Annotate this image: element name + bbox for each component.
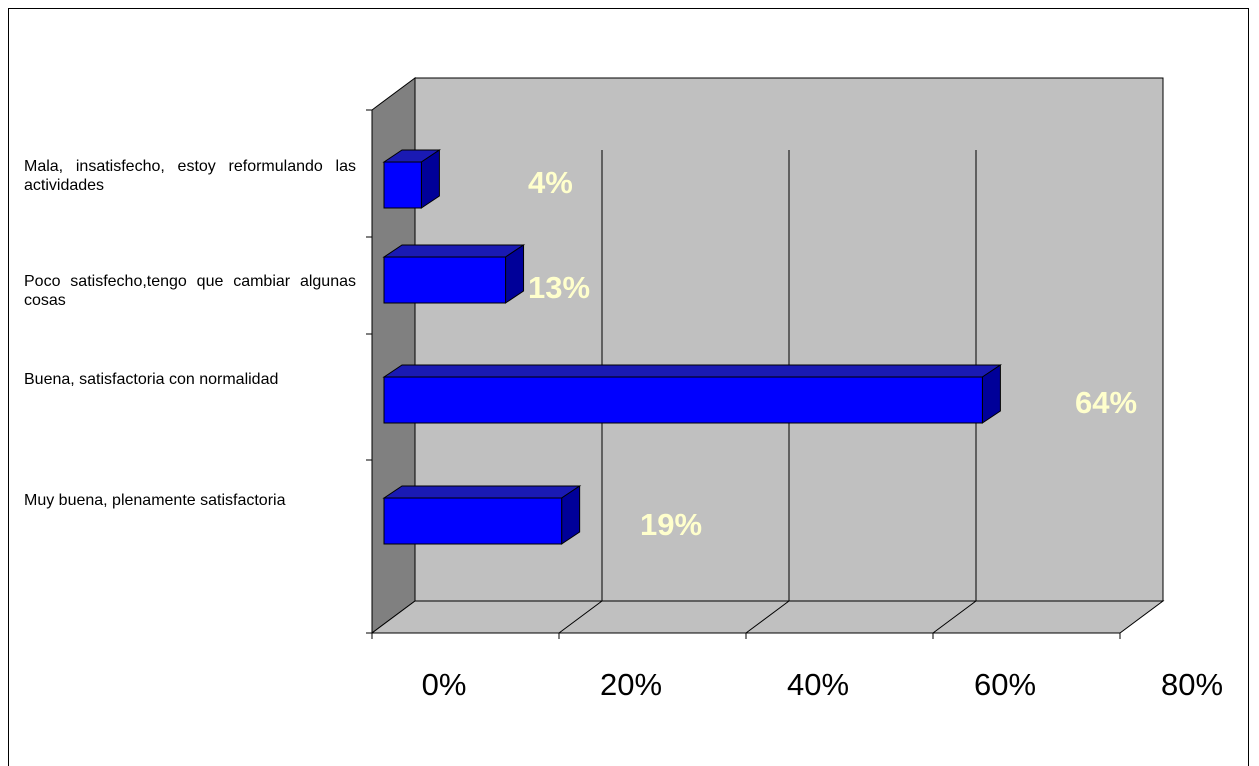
data-label: 64% — [1075, 385, 1137, 420]
bar-top-face — [382, 485, 582, 499]
bar-top-face — [382, 244, 526, 258]
floor-gridline — [745, 600, 790, 634]
x-tick-label: 0% — [422, 667, 467, 702]
bar — [383, 497, 563, 545]
data-label: 4% — [528, 165, 573, 200]
floor-gridline — [932, 600, 977, 634]
x-tick-label: 60% — [974, 667, 1036, 702]
bar — [383, 161, 422, 209]
y-category-label: Buena, satisfactoria con normalidad — [24, 371, 279, 388]
y-category-label: Poco satisfecho,tengo que cambiar alguna… — [24, 273, 356, 309]
bar — [383, 376, 983, 424]
bar-top-face — [382, 364, 1003, 378]
x-tick-label: 80% — [1161, 667, 1223, 702]
floor-gridline — [558, 600, 603, 634]
data-label: 13% — [528, 270, 590, 305]
x-tick-label: 40% — [787, 667, 849, 702]
x-tick-label: 20% — [600, 667, 662, 702]
data-label: 19% — [640, 507, 702, 542]
y-category-label: Muy buena, plenamente satisfactoria — [24, 492, 286, 509]
bar — [383, 256, 507, 304]
y-category-label: Mala, insatisfecho, estoy reformulando l… — [24, 158, 356, 194]
